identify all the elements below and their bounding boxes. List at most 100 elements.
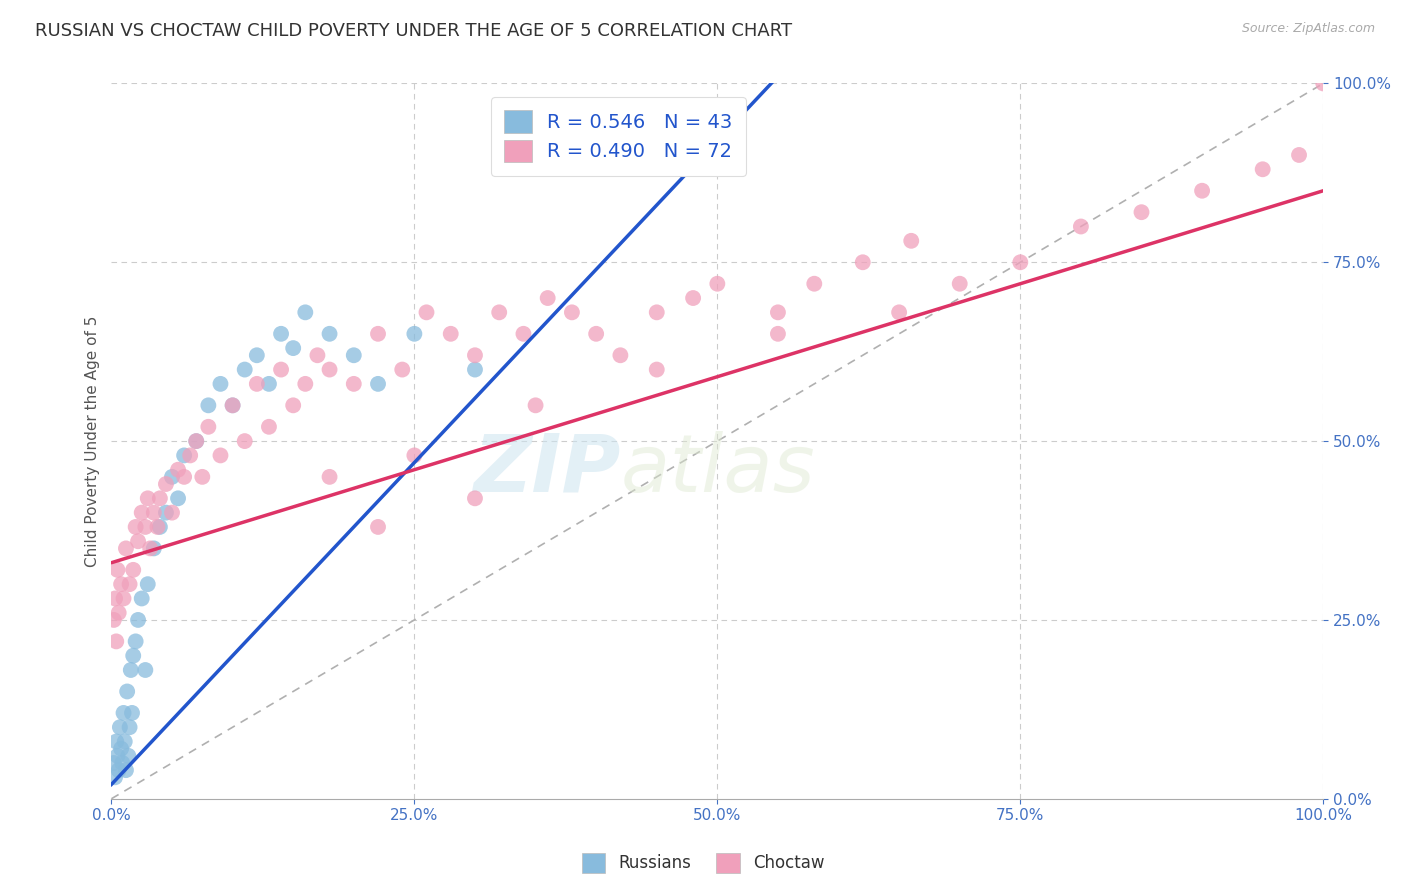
- Point: [294, 305, 316, 319]
- Point: [367, 520, 389, 534]
- Point: [464, 362, 486, 376]
- Point: [404, 449, 426, 463]
- Point: [104, 770, 127, 784]
- Point: [391, 362, 413, 376]
- Point: [404, 326, 426, 341]
- Point: [270, 362, 292, 376]
- Point: [1010, 255, 1032, 269]
- Point: [149, 520, 172, 534]
- Point: [585, 326, 607, 341]
- Point: [124, 634, 146, 648]
- Point: [134, 520, 156, 534]
- Point: [118, 720, 141, 734]
- Point: [415, 305, 437, 319]
- Point: [706, 277, 728, 291]
- Point: [343, 376, 366, 391]
- Point: [122, 563, 145, 577]
- Point: [186, 434, 208, 449]
- Point: [233, 362, 256, 376]
- Point: [155, 477, 177, 491]
- Point: [803, 277, 825, 291]
- Point: [488, 305, 510, 319]
- Point: [561, 305, 583, 319]
- Point: [766, 326, 789, 341]
- Point: [142, 541, 165, 556]
- Point: [257, 419, 280, 434]
- Point: [191, 470, 214, 484]
- Point: [233, 434, 256, 449]
- Point: [155, 506, 177, 520]
- Point: [221, 398, 243, 412]
- Point: [1288, 148, 1310, 162]
- Point: [160, 470, 183, 484]
- Point: [1251, 162, 1274, 177]
- Text: RUSSIAN VS CHOCTAW CHILD POVERTY UNDER THE AGE OF 5 CORRELATION CHART: RUSSIAN VS CHOCTAW CHILD POVERTY UNDER T…: [35, 22, 792, 40]
- Point: [197, 398, 219, 412]
- Point: [118, 577, 141, 591]
- Point: [900, 234, 922, 248]
- Point: [173, 449, 195, 463]
- Point: [110, 577, 132, 591]
- Point: [121, 706, 143, 720]
- Point: [107, 563, 129, 577]
- Point: [107, 748, 129, 763]
- Point: [146, 520, 169, 534]
- Point: [107, 606, 129, 620]
- Point: [283, 398, 305, 412]
- Point: [307, 348, 329, 362]
- Point: [209, 376, 232, 391]
- Point: [887, 305, 910, 319]
- Legend: Russians, Choctaw: Russians, Choctaw: [575, 847, 831, 880]
- Point: [134, 663, 156, 677]
- Point: [114, 734, 136, 748]
- Point: [197, 419, 219, 434]
- Point: [221, 398, 243, 412]
- Point: [105, 734, 128, 748]
- Point: [131, 591, 153, 606]
- Point: [112, 706, 135, 720]
- Y-axis label: Child Poverty Under the Age of 5: Child Poverty Under the Age of 5: [86, 316, 100, 566]
- Point: [1130, 205, 1153, 219]
- Point: [682, 291, 704, 305]
- Point: [179, 449, 201, 463]
- Point: [367, 326, 389, 341]
- Point: [136, 491, 159, 506]
- Point: [108, 720, 131, 734]
- Point: [131, 506, 153, 520]
- Point: [766, 305, 789, 319]
- Point: [115, 684, 138, 698]
- Point: [186, 434, 208, 449]
- Point: [270, 326, 292, 341]
- Point: [367, 376, 389, 391]
- Point: [117, 748, 139, 763]
- Point: [111, 756, 134, 770]
- Point: [122, 648, 145, 663]
- Point: [512, 326, 534, 341]
- Point: [142, 506, 165, 520]
- Legend: R = 0.546   N = 43, R = 0.490   N = 72: R = 0.546 N = 43, R = 0.490 N = 72: [491, 96, 747, 176]
- Point: [318, 326, 340, 341]
- Point: [464, 348, 486, 362]
- Point: [852, 255, 875, 269]
- Point: [1312, 77, 1334, 91]
- Point: [107, 763, 129, 777]
- Point: [149, 491, 172, 506]
- Point: [110, 741, 132, 756]
- Point: [160, 506, 183, 520]
- Point: [1070, 219, 1092, 234]
- Point: [104, 591, 127, 606]
- Point: [112, 591, 135, 606]
- Point: [343, 348, 366, 362]
- Point: [524, 398, 547, 412]
- Point: [120, 663, 142, 677]
- Point: [318, 470, 340, 484]
- Point: [167, 491, 190, 506]
- Point: [139, 541, 162, 556]
- Text: Source: ZipAtlas.com: Source: ZipAtlas.com: [1241, 22, 1375, 36]
- Point: [103, 613, 125, 627]
- Text: ZIP: ZIP: [472, 431, 620, 508]
- Point: [173, 470, 195, 484]
- Point: [127, 613, 149, 627]
- Point: [209, 449, 232, 463]
- Point: [318, 362, 340, 376]
